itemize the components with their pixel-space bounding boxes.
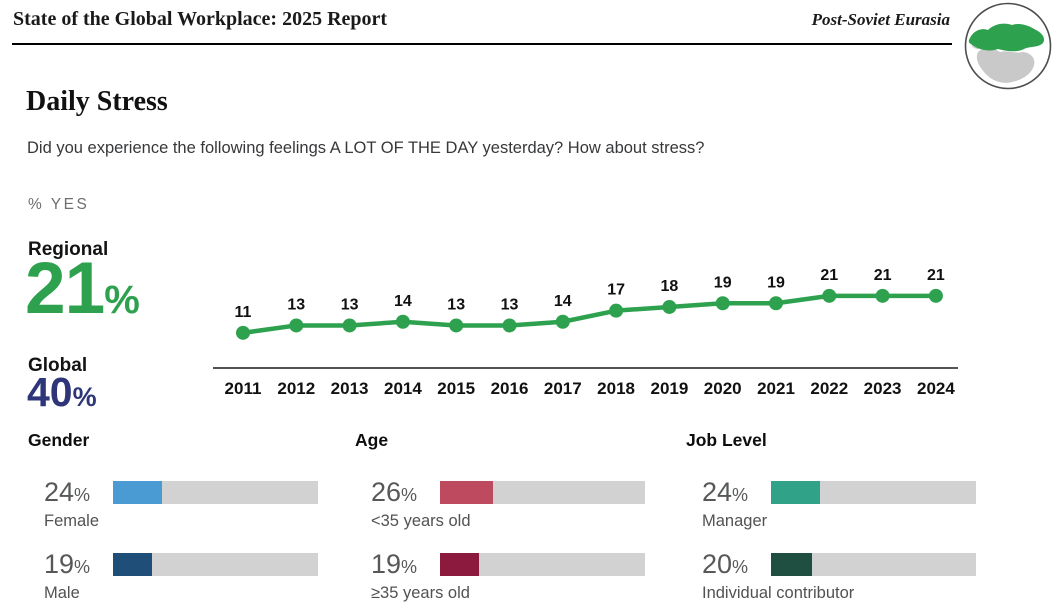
stat-label: ≥35 years old	[371, 584, 470, 602]
bar-fill	[440, 481, 494, 504]
globe-eurasia-icon	[964, 2, 1052, 90]
data-point	[769, 296, 783, 311]
data-point	[875, 288, 890, 303]
survey-question: Did you experience the following feeling…	[27, 139, 705, 157]
data-point-label: 21	[820, 267, 838, 284]
stat-label: Manager	[702, 512, 768, 530]
x-axis-tick-label: 2016	[491, 379, 529, 398]
page-title: Daily Stress	[26, 86, 168, 117]
stat-row-male: 19% Male	[44, 549, 340, 603]
regional-value: 21%	[25, 252, 140, 325]
data-point	[449, 318, 464, 333]
bar-fill	[440, 553, 479, 576]
data-point-label: 14	[554, 293, 572, 310]
x-axis-tick-label: 2015	[437, 379, 475, 398]
stat-value: 19%	[371, 549, 418, 579]
x-axis-tick-label: 2021	[757, 379, 795, 398]
data-point	[236, 325, 250, 340]
x-axis-tick-label: 2013	[331, 379, 369, 398]
breakdown-gender: Gender 24% Female 19% Male	[28, 430, 340, 603]
stat-label: <35 years old	[371, 512, 471, 530]
data-point	[822, 288, 837, 303]
stat-value: 19%	[44, 549, 91, 579]
global-label: Global	[28, 355, 88, 376]
x-axis-tick-label: 2023	[864, 379, 902, 398]
x-axis-tick-label: 2012	[277, 379, 315, 398]
data-point-label: 17	[607, 282, 625, 299]
data-point	[715, 296, 730, 311]
data-point	[928, 288, 943, 303]
x-axis-tick-label: 2014	[384, 379, 422, 398]
data-point	[502, 318, 517, 333]
stat-row-female: 24% Female	[44, 477, 340, 531]
trend-line-chart: 11 2011 13 2012 13 2013 14 2014 13 2015 13 2016 14 20…	[213, 267, 958, 398]
data-point-label: 13	[341, 296, 359, 313]
breakdown-title: Job Level	[686, 430, 767, 450]
bar-fill	[771, 553, 812, 576]
breakdown-age: Age 26% <35 years old 19% ≥35 years old	[355, 430, 667, 603]
bar-fill	[113, 481, 163, 504]
stat-value: 24%	[44, 477, 91, 507]
stat-row-manager: 24% Manager	[702, 477, 998, 531]
x-axis-tick-label: 2018	[597, 379, 635, 398]
stat-label: Female	[44, 512, 100, 530]
bar-track	[771, 553, 976, 576]
data-point-label: 13	[287, 296, 305, 313]
stat-value: 26%	[371, 477, 418, 507]
x-axis-tick-label: 2020	[704, 379, 742, 398]
x-axis-tick-label: 2024	[917, 379, 955, 398]
data-point-label: 21	[874, 267, 892, 284]
regional-label: Regional	[28, 239, 109, 260]
data-point	[395, 314, 410, 329]
global-value-unit: %	[72, 382, 97, 412]
global-value: 40%	[27, 372, 97, 413]
data-point-label: 13	[447, 296, 465, 313]
bar-fill	[113, 553, 152, 576]
data-point	[555, 314, 570, 329]
data-point-label: 19	[767, 274, 785, 291]
stat-value: 20%	[702, 549, 749, 579]
data-point-label: 21	[927, 267, 945, 284]
header-divider	[12, 43, 952, 45]
regional-value-number: 21	[25, 248, 105, 329]
data-point-label: 13	[501, 296, 519, 313]
report-title: State of the Global Workplace: 2025 Repo…	[13, 8, 388, 30]
data-point	[609, 303, 624, 318]
data-point	[662, 299, 677, 314]
stat-row-35-and-over: 19% ≥35 years old	[371, 549, 667, 603]
stat-label: Individual contributor	[702, 584, 855, 602]
bar-track	[771, 481, 976, 504]
bar-track	[113, 553, 318, 576]
breakdown-job-level: Job Level 24% Manager 20% Individual con…	[686, 430, 998, 603]
x-axis-tick-label: 2017	[544, 379, 582, 398]
unit-label: % YES	[28, 196, 90, 213]
region-label: Post-Soviet Eurasia	[811, 10, 950, 29]
regional-value-unit: %	[104, 278, 140, 322]
stat-row-under-35: 26% <35 years old	[371, 477, 667, 531]
x-axis-tick-label: 2022	[810, 379, 848, 398]
bar-track	[113, 481, 318, 504]
data-point-label: 14	[394, 293, 412, 310]
stat-row-individual-contributor: 20% Individual contributor	[702, 549, 998, 603]
data-point-label: 19	[714, 274, 732, 291]
data-point-label: 11	[235, 304, 252, 321]
global-value-number: 40	[27, 369, 73, 415]
breakdown-title: Age	[355, 430, 389, 450]
bar-track	[440, 553, 645, 576]
data-point-label: 18	[661, 278, 679, 295]
bar-track	[440, 481, 645, 504]
data-point	[289, 318, 304, 333]
breakdown-title: Gender	[28, 430, 90, 450]
x-axis-tick-label: 2019	[650, 379, 688, 398]
stat-label: Male	[44, 584, 80, 602]
bar-fill	[771, 481, 821, 504]
trend-line	[242, 293, 936, 336]
data-point	[342, 318, 357, 333]
x-axis-tick-label: 2011	[225, 379, 262, 398]
stat-value: 24%	[702, 477, 749, 507]
